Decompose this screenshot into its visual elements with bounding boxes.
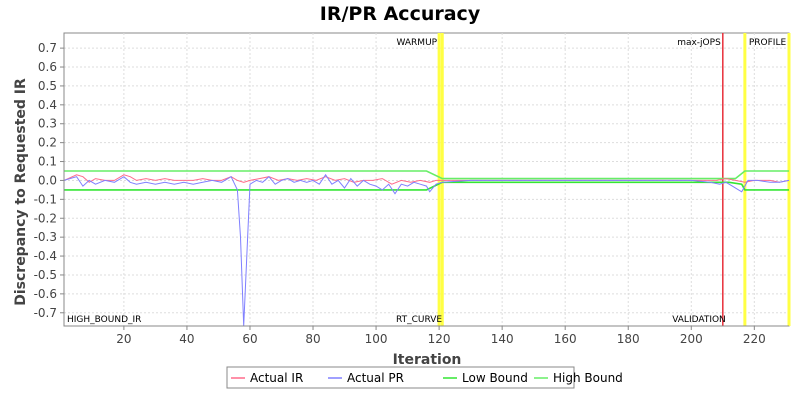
- x-axis-ticks: 20 40 60 80 100 120 140 160 180 200 220: [116, 326, 766, 346]
- y-tick-label: -0.1: [34, 192, 57, 206]
- legend-entry: Actual IR: [250, 371, 303, 385]
- y-tick-label: 0.5: [38, 79, 57, 93]
- x-tick-label: 120: [428, 332, 451, 346]
- y-tick-label: 0.4: [38, 98, 57, 112]
- y-tick-label: 0.1: [38, 155, 57, 169]
- phase-top-label: WARMUP: [396, 38, 437, 48]
- y-axis-ticks: 0.7 0.6 0.5 0.4 0.3 0.2 0.1 0.0 -0.1 -0.2 -0.3 -0.4…: [34, 41, 64, 320]
- y-tick-label: -0.2: [34, 211, 57, 225]
- y-tick-label: -0.3: [34, 230, 57, 244]
- x-tick-label: 100: [365, 332, 388, 346]
- legend-box: [226, 366, 575, 389]
- x-tick-label: 40: [179, 332, 194, 346]
- y-tick-label: 0.7: [38, 41, 57, 55]
- y-tick-label: -0.5: [34, 268, 57, 282]
- phase-bottom-label: VALIDATION: [672, 315, 726, 325]
- y-tick-label: 0.6: [38, 60, 57, 74]
- x-tick-label: 160: [554, 332, 577, 346]
- series-line-actual-pr: [63, 173, 790, 327]
- phase-annotations: WARMUP RT_CURVE max-jOPS VALIDATION PROFILE H…: [67, 38, 786, 325]
- x-tick-label: 220: [743, 332, 766, 346]
- legend-entry: Actual PR: [347, 371, 404, 385]
- legend: Actual IR Actual PR Low Bound High Bound: [226, 366, 623, 389]
- y-tick-label: -0.7: [34, 306, 57, 320]
- y-tick-label: -0.6: [34, 287, 57, 301]
- data-series: [63, 170, 790, 327]
- x-tick-label: 140: [491, 332, 514, 346]
- series-line-low-bound: [64, 181, 789, 191]
- phase-bottom-label: RT_CURVE: [396, 315, 442, 325]
- x-tick-label: 20: [116, 332, 131, 346]
- legend-entry: High Bound: [553, 371, 623, 385]
- phase-top-label: max-jOPS: [677, 38, 721, 48]
- x-tick-label: 60: [242, 332, 257, 346]
- x-tick-label: 180: [617, 332, 640, 346]
- series-line-high-bound: [64, 170, 789, 180]
- phase-markers: [437, 33, 791, 326]
- plot-area: [63, 32, 790, 327]
- y-tick-label: 0.3: [38, 117, 57, 131]
- x-axis-label: Iteration: [393, 352, 462, 368]
- chart-title: IR/PR Accuracy: [320, 3, 481, 25]
- y-axis-label: Discrepancy to Requested IR: [13, 78, 29, 306]
- y-tick-label: 0.2: [38, 136, 57, 150]
- y-tick-label: -0.4: [34, 249, 57, 263]
- y-tick-label: 0.0: [38, 173, 57, 187]
- x-tick-label: 200: [680, 332, 703, 346]
- phase-top-label: PROFILE: [749, 38, 787, 48]
- x-tick-label: 80: [305, 332, 320, 346]
- corner-label: HIGH_BOUND_IR: [67, 315, 141, 325]
- legend-entry: Low Bound: [462, 371, 528, 385]
